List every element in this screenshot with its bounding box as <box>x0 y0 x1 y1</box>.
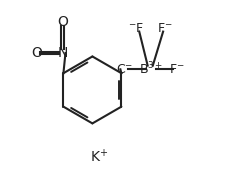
Text: K$^{+}$: K$^{+}$ <box>90 148 108 166</box>
Text: F$^{-}$: F$^{-}$ <box>156 22 172 35</box>
Text: O: O <box>57 15 68 29</box>
Text: $^{-}$F: $^{-}$F <box>128 22 144 35</box>
Text: N: N <box>57 46 67 60</box>
Text: F$^{-}$: F$^{-}$ <box>168 63 184 76</box>
Text: O: O <box>31 46 42 60</box>
Text: C$^{-}$: C$^{-}$ <box>115 63 132 76</box>
Text: B$^{3+}$: B$^{3+}$ <box>138 61 162 78</box>
